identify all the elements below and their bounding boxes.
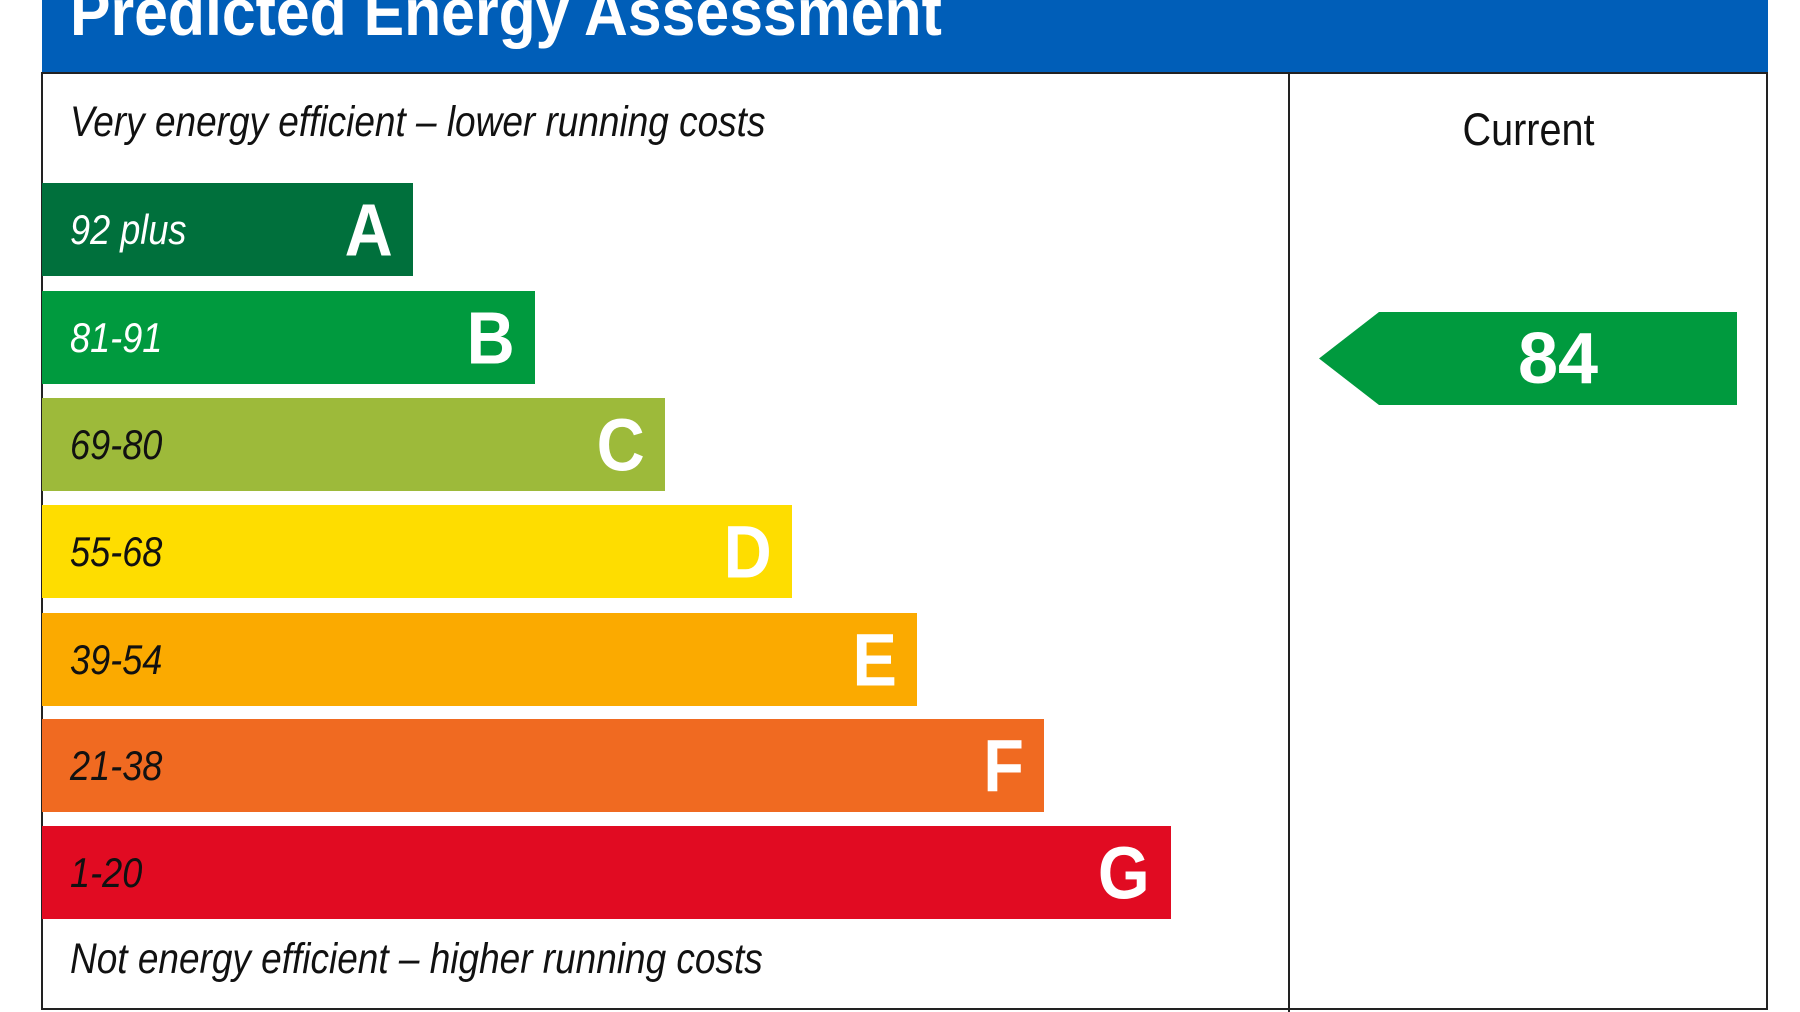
band-bar-d: 55-68 D [42,505,792,598]
current-rating-value: 84 [1517,318,1599,399]
band-bar-e: 39-54 E [42,613,917,706]
band-bar-c: 69-80 C [42,398,665,491]
header-banner: Predicted Energy Assessment [42,0,1768,72]
band-letter: B [466,296,515,379]
band-letter: G [1098,831,1151,914]
top-note: Very energy efficient – lower running co… [70,98,766,146]
band-bar-g: 1-20 G [42,826,1171,919]
column-divider [1288,72,1290,1012]
current-rating-arrow [1319,312,1737,405]
band-letter: C [596,403,645,486]
band-bar-a: 92 plus A [42,183,413,276]
band-letter: F [983,724,1024,807]
band-letter: A [344,188,393,271]
band-range: 81-91 [70,313,163,361]
bottom-note: Not energy efficient – higher running co… [70,935,763,983]
current-column-header: Current [1462,104,1595,155]
band-bar-f: 21-38 F [42,719,1044,812]
page-title: Predicted Energy Assessment [70,0,942,49]
band-bar-b: 81-91 B [42,291,535,384]
band-letter: E [852,618,897,701]
band-letter: D [723,510,772,593]
band-range: 92 plus [70,205,187,253]
band-range: 1-20 [70,848,143,896]
band-range: 39-54 [70,635,163,683]
band-range: 69-80 [70,420,163,468]
band-range: 21-38 [70,741,163,789]
band-range: 55-68 [70,527,163,575]
